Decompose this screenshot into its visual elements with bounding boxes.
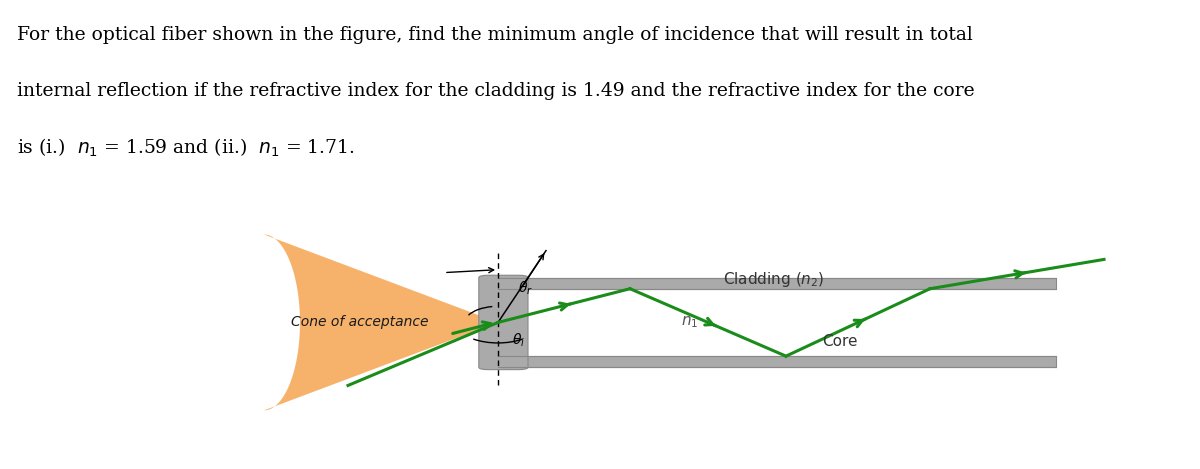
Text: is (i.)  $n_1$ = 1.59 and (ii.)  $n_1$ = 1.71.: is (i.) $n_1$ = 1.59 and (ii.) $n_1$ = 1…: [17, 136, 354, 159]
Text: $\theta_i$: $\theta_i$: [512, 332, 526, 349]
Text: For the optical fiber shown in the figure, find the minimum angle of incidence t: For the optical fiber shown in the figur…: [17, 26, 972, 44]
FancyBboxPatch shape: [479, 275, 528, 370]
Text: Core: Core: [822, 334, 858, 349]
Polygon shape: [264, 234, 498, 410]
Text: internal reflection if the refractive index for the cladding is 1.49 and the ref: internal reflection if the refractive in…: [17, 83, 974, 100]
Text: $\theta_r$: $\theta_r$: [518, 280, 534, 297]
FancyBboxPatch shape: [498, 278, 1056, 289]
Text: Cladding ($n_2$): Cladding ($n_2$): [724, 270, 824, 288]
Bar: [498, 289, 1056, 356]
Text: $n_1$: $n_1$: [682, 315, 698, 330]
Text: Cone of acceptance: Cone of acceptance: [292, 316, 428, 329]
FancyBboxPatch shape: [498, 356, 1056, 367]
